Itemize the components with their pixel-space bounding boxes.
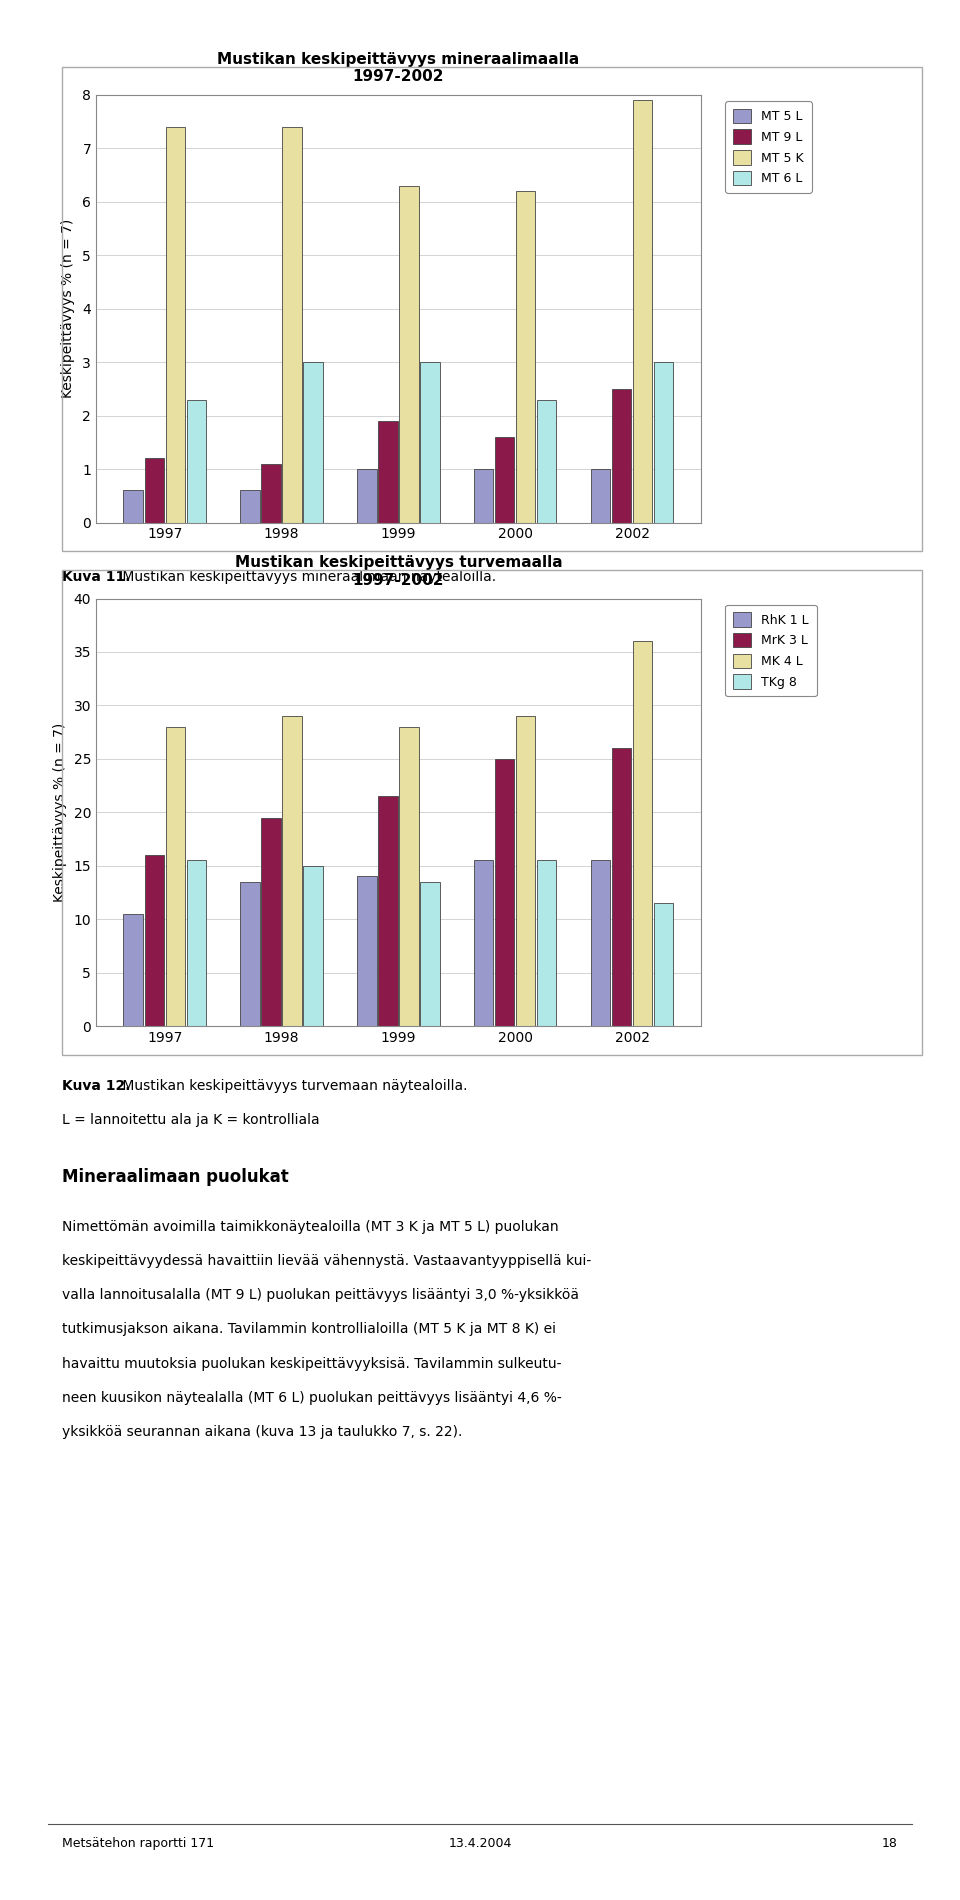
Legend: RhK 1 L, MrK 3 L, MK 4 L, TKg 8: RhK 1 L, MrK 3 L, MK 4 L, TKg 8 <box>725 604 817 695</box>
Bar <box>378 422 397 522</box>
Bar <box>474 469 493 522</box>
Bar <box>537 399 557 522</box>
Text: Nimettömän avoimilla taimikkonäytealoilla (MT 3 K ja MT 5 L) puolukan: Nimettömän avoimilla taimikkonäytealoill… <box>62 1220 559 1233</box>
Bar <box>357 469 376 522</box>
Bar <box>378 796 397 1026</box>
Text: neen kuusikon näytealalla (MT 6 L) puolukan peittävyys lisääntyi 4,6 %-: neen kuusikon näytealalla (MT 6 L) puolu… <box>62 1391 563 1404</box>
Legend: MT 5 L, MT 9 L, MT 5 K, MT 6 L: MT 5 L, MT 9 L, MT 5 K, MT 6 L <box>725 101 811 192</box>
Text: Kuva 11.: Kuva 11. <box>62 570 131 583</box>
Bar <box>633 101 652 523</box>
Bar <box>240 882 260 1026</box>
Y-axis label: Keskipeittävyys % (n = 7): Keskipeittävyys % (n = 7) <box>61 218 75 399</box>
Bar <box>633 642 652 1026</box>
Text: 18: 18 <box>881 1837 898 1851</box>
Text: 13.4.2004: 13.4.2004 <box>448 1837 512 1851</box>
Bar <box>357 876 376 1026</box>
Bar <box>282 716 301 1026</box>
Text: valla lannoitusalalla (MT 9 L) puolukan peittävyys lisääntyi 3,0 %-yksikköä: valla lannoitusalalla (MT 9 L) puolukan … <box>62 1288 580 1302</box>
Bar <box>654 363 673 522</box>
Bar <box>516 716 536 1026</box>
Bar <box>612 749 632 1026</box>
Bar <box>495 758 515 1026</box>
Bar <box>399 728 419 1026</box>
Text: Metsätehon raportti 171: Metsätehon raportti 171 <box>62 1837 214 1851</box>
Text: keskipeittävyydessä havaittiin lievää vähennystä. Vastaavantyyppisellä kui-: keskipeittävyydessä havaittiin lievää vä… <box>62 1254 591 1267</box>
Bar <box>474 861 493 1026</box>
Bar <box>516 192 536 522</box>
Text: Mustikan keskipeittävyys turvemaan näytealoilla.: Mustikan keskipeittävyys turvemaan näyte… <box>118 1079 468 1092</box>
Bar <box>303 866 323 1026</box>
Bar <box>124 490 143 522</box>
Bar <box>186 861 206 1026</box>
Text: Kuva 12.: Kuva 12. <box>62 1079 131 1092</box>
Text: Mineraalimaan puolukat: Mineraalimaan puolukat <box>62 1168 289 1186</box>
Bar <box>165 728 185 1026</box>
Bar <box>165 127 185 522</box>
Bar <box>303 363 323 522</box>
Text: havaittu muutoksia puolukan keskipeittävyyksisä. Tavilammin sulkeutu-: havaittu muutoksia puolukan keskipeittäv… <box>62 1357 562 1370</box>
Bar <box>495 437 515 522</box>
Bar <box>654 902 673 1026</box>
Bar <box>261 464 280 522</box>
Text: tutkimusjakson aikana. Tavilammin kontrollialoilla (MT 5 K ja MT 8 K) ei: tutkimusjakson aikana. Tavilammin kontro… <box>62 1322 557 1336</box>
Bar <box>590 861 611 1026</box>
Bar <box>261 817 280 1026</box>
Bar <box>420 363 440 522</box>
Bar <box>145 458 164 522</box>
Bar <box>420 882 440 1026</box>
Title: Mustikan keskipeittävyys turvemaalla
1997-2002: Mustikan keskipeittävyys turvemaalla 199… <box>234 555 563 587</box>
Bar <box>590 469 611 522</box>
Bar <box>612 390 632 522</box>
Bar <box>537 861 557 1026</box>
Text: L = lannoitettu ala ja K = kontrolliala: L = lannoitettu ala ja K = kontrolliala <box>62 1113 320 1127</box>
Bar <box>186 399 206 522</box>
Bar <box>282 127 301 522</box>
Text: yksikköä seurannan aikana (kuva 13 ja taulukko 7, s. 22).: yksikköä seurannan aikana (kuva 13 ja ta… <box>62 1425 463 1438</box>
Text: Mustikan keskipeittävyys mineraalimaan näytealoilla.: Mustikan keskipeittävyys mineraalimaan n… <box>118 570 496 583</box>
Bar <box>240 490 260 522</box>
Bar <box>145 855 164 1026</box>
Bar <box>399 186 419 522</box>
Y-axis label: Keskipeittävyys % (n = 7): Keskipeittävyys % (n = 7) <box>53 722 66 902</box>
Bar <box>124 914 143 1026</box>
Title: Mustikan keskipeittävyys mineraalimaalla
1997-2002: Mustikan keskipeittävyys mineraalimaalla… <box>217 51 580 84</box>
